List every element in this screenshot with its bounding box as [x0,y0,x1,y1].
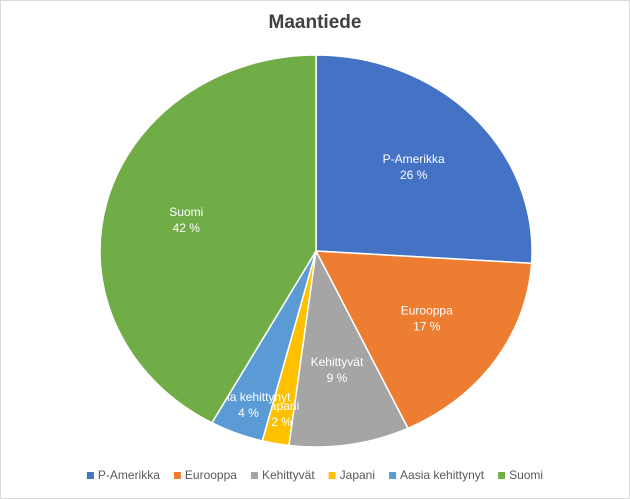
pie-slice [288,248,410,448]
legend-swatch [498,472,506,479]
legend-label: P-Amerikka [98,468,160,482]
legend-swatch [389,472,397,479]
legend-label: Japani [340,468,375,482]
slice-label: Kehittyvät [311,355,364,369]
slice-value-label: 17 % [413,319,441,333]
slice-value-label: 9 % [327,371,348,385]
chart-title: Maantiede [269,12,362,33]
pie-slice [99,54,317,424]
legend-label: Eurooppa [185,468,237,482]
legend-label: Kehittyvät [262,468,315,482]
legend-swatch [328,472,336,479]
slice-value-label: 2 % [271,415,292,429]
slice-value-label: 42 % [173,221,201,235]
legend-swatch [250,472,258,479]
legend-swatch [173,472,181,479]
slice-label: P-Amerikka [383,152,445,166]
slice-label: Suomi [169,205,203,219]
slice-value-label: 4 % [238,406,259,420]
legend-swatch [86,472,94,479]
pie-slice [314,250,533,430]
slice-value-label: 26 % [400,168,428,182]
legend-label: Aasia kehittynyt [400,468,485,482]
pie-slice [315,54,533,265]
legend-label: Suomi [509,468,543,482]
slice-label: Eurooppa [401,303,453,317]
